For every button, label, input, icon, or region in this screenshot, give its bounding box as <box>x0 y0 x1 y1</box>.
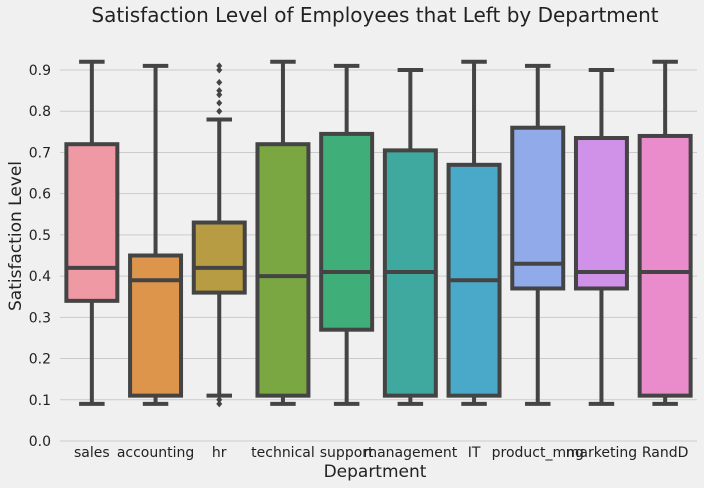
y-axis-label: Satisfaction Level <box>6 161 26 311</box>
iqr-box <box>128 253 184 398</box>
y-tick-label: 0.0 <box>29 434 51 450</box>
iqr-box <box>191 220 247 295</box>
outlier-point <box>216 91 223 99</box>
x-tick-label: management <box>363 445 457 461</box>
box-RandD <box>637 59 693 406</box>
iqr-box <box>637 133 693 398</box>
box-support <box>319 63 375 406</box>
y-tick-label: 0.5 <box>29 228 51 244</box>
iqr-box <box>510 125 566 291</box>
x-axis-ticks: sales accounting hr technical supportmanagem… <box>74 445 688 461</box>
box-product_mng <box>510 63 566 406</box>
iqr-box <box>319 131 375 332</box>
boxes <box>64 59 693 408</box>
y-tick-label: 0.9 <box>29 63 51 79</box>
x-tick-label: accounting <box>117 445 194 461</box>
x-tick-label: technical <box>251 445 315 461</box>
outlier-point <box>216 62 223 70</box>
outlier-point <box>216 99 223 107</box>
y-tick-label: 0.7 <box>29 145 51 161</box>
iqr-box <box>64 142 120 303</box>
outlier-point <box>216 78 223 86</box>
y-tick-label: 0.4 <box>29 269 51 285</box>
box-management <box>382 68 438 406</box>
iqr-box <box>573 136 629 291</box>
x-tick-label: product_mng <box>492 445 584 461</box>
x-tick-label: marketing <box>566 445 637 461</box>
chart-title: Satisfaction Level of Employees that Lef… <box>91 3 658 27</box>
x-tick-label: IT <box>468 445 481 461</box>
box-hr <box>191 62 247 408</box>
outlier-point <box>216 66 223 74</box>
x-tick-label: RandD <box>642 445 689 461</box>
y-tick-label: 0.8 <box>29 104 51 120</box>
outlier-point <box>216 396 223 404</box>
outlier-point <box>216 107 223 115</box>
y-tick-label: 0.6 <box>29 187 51 203</box>
y-axis-ticks: 0.0 0.1 0.2 0.3 0.4 0.5 0.6 0.7 0.8 0.9 <box>29 63 51 450</box>
x-tick-label: support <box>320 445 374 461</box>
x-tick-label: hr <box>212 445 227 461</box>
x-tick-label: sales <box>74 445 110 461</box>
box-marketing <box>573 68 629 406</box>
box-accounting <box>128 63 184 406</box>
y-tick-label: 0.2 <box>29 352 51 368</box>
outlier-point <box>216 400 223 408</box>
box-sales <box>64 59 120 406</box>
y-tick-label: 0.3 <box>29 310 51 326</box>
y-tick-label: 0.1 <box>29 393 51 409</box>
x-axis-label: Department <box>324 462 427 482</box>
outlier-point <box>216 87 223 95</box>
box-IT <box>446 59 502 406</box>
iqr-box <box>255 142 311 398</box>
box-technical <box>255 59 311 406</box>
